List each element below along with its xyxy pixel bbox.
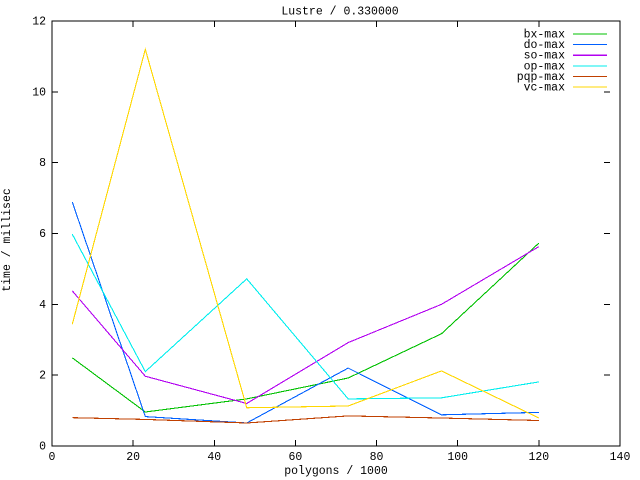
svg-text:2: 2 — [39, 370, 46, 383]
svg-text:12: 12 — [32, 16, 46, 29]
svg-text:0: 0 — [39, 441, 46, 454]
svg-text:4: 4 — [39, 299, 46, 312]
svg-text:6: 6 — [39, 228, 46, 241]
svg-text:vc-max: vc-max — [524, 82, 566, 95]
svg-text:polygons / 1000: polygons / 1000 — [284, 465, 388, 478]
svg-text:80: 80 — [370, 451, 384, 464]
svg-text:time / millisec: time / millisec — [1, 188, 14, 292]
svg-text:140: 140 — [610, 451, 631, 464]
svg-text:100: 100 — [447, 451, 468, 464]
svg-text:10: 10 — [32, 86, 46, 99]
svg-text:20: 20 — [126, 451, 140, 464]
svg-text:Lustre / 0.330000: Lustre / 0.330000 — [281, 6, 398, 19]
svg-text:120: 120 — [529, 451, 550, 464]
svg-text:60: 60 — [289, 451, 303, 464]
svg-text:0: 0 — [49, 451, 56, 464]
svg-text:8: 8 — [39, 157, 46, 170]
svg-text:40: 40 — [207, 451, 221, 464]
